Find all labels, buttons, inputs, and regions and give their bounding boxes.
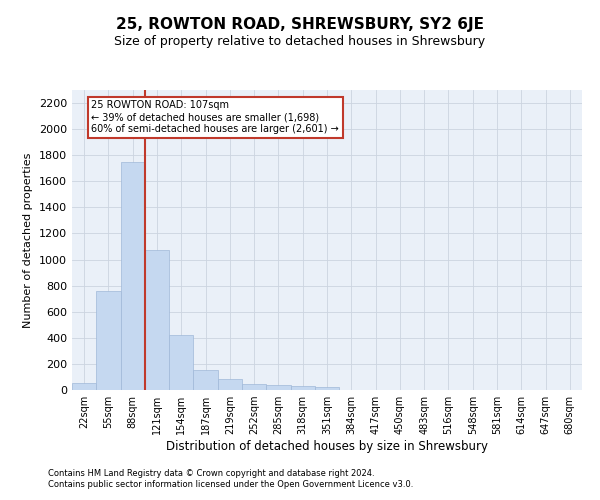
X-axis label: Distribution of detached houses by size in Shrewsbury: Distribution of detached houses by size … <box>166 440 488 453</box>
Text: Size of property relative to detached houses in Shrewsbury: Size of property relative to detached ho… <box>115 35 485 48</box>
Text: Contains public sector information licensed under the Open Government Licence v3: Contains public sector information licen… <box>48 480 413 489</box>
Text: Contains HM Land Registry data © Crown copyright and database right 2024.: Contains HM Land Registry data © Crown c… <box>48 468 374 477</box>
Text: 25 ROWTON ROAD: 107sqm
← 39% of detached houses are smaller (1,698)
60% of semi-: 25 ROWTON ROAD: 107sqm ← 39% of detached… <box>91 100 339 134</box>
Bar <box>266 385 290 390</box>
Bar <box>218 379 242 390</box>
Bar <box>169 335 193 390</box>
Y-axis label: Number of detached properties: Number of detached properties <box>23 152 34 328</box>
Bar <box>72 384 96 390</box>
Text: 25, ROWTON ROAD, SHREWSBURY, SY2 6JE: 25, ROWTON ROAD, SHREWSBURY, SY2 6JE <box>116 18 484 32</box>
Bar <box>96 291 121 390</box>
Bar <box>121 162 145 390</box>
Bar <box>193 370 218 390</box>
Bar <box>290 386 315 390</box>
Bar <box>242 384 266 390</box>
Bar <box>315 388 339 390</box>
Bar <box>145 250 169 390</box>
